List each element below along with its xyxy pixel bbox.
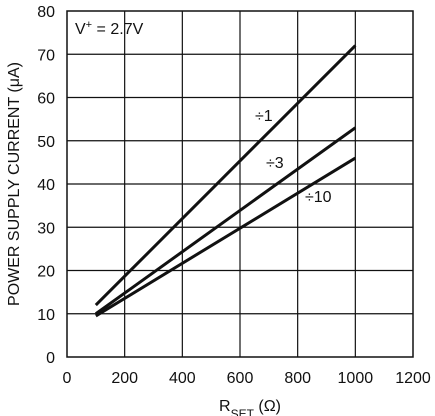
y-axis-label: POWER SUPPLY CURRENT (μA) — [6, 62, 23, 306]
y-tick-label: 20 — [37, 264, 55, 281]
x-axis-label-main: R — [219, 398, 231, 415]
x-axis-label: RSET (Ω) — [219, 398, 281, 416]
x-axis-label-unit: (Ω) — [254, 398, 281, 415]
series-line — [95, 156, 357, 318]
tick-labels: 0 200 400 600 800 1000 1200 0 10 20 30 40 50 60 70 80 — [37, 4, 431, 387]
y-tick-label: 0 — [46, 350, 55, 367]
y-tick-label: 40 — [37, 177, 55, 194]
y-tick-label: 30 — [37, 220, 55, 237]
supply-voltage-annotation: V+ = 2.7V — [75, 19, 144, 38]
series-label: ÷10 — [305, 189, 332, 206]
x-tick-label: 800 — [284, 370, 311, 387]
series-label: ÷3 — [266, 155, 284, 172]
y-tick-label: 10 — [37, 307, 55, 324]
x-axis-label-subscript: SET — [231, 407, 255, 416]
series-lines — [94, 44, 357, 318]
grid — [67, 11, 413, 357]
x-tick-label: 1000 — [338, 370, 374, 387]
x-tick-label: 400 — [169, 370, 196, 387]
annotation-superscript: + — [86, 19, 92, 31]
series-label: ÷1 — [255, 108, 273, 125]
annotation-main: V — [75, 21, 86, 38]
x-tick-label: 200 — [111, 370, 138, 387]
x-tick-label: 600 — [227, 370, 254, 387]
x-tick-label: 0 — [63, 370, 72, 387]
y-tick-label: 70 — [37, 47, 55, 64]
series-line — [94, 126, 357, 315]
y-tick-label: 60 — [37, 91, 55, 108]
series-line — [94, 44, 357, 307]
annotation-rest: = 2.7V — [92, 21, 143, 38]
plot-frame — [66, 10, 414, 358]
y-tick-label: 50 — [37, 134, 55, 151]
y-tick-label: 80 — [37, 4, 55, 21]
series-labels: ÷1 ÷3 ÷10 — [255, 108, 332, 206]
x-tick-label: 1200 — [395, 370, 431, 387]
